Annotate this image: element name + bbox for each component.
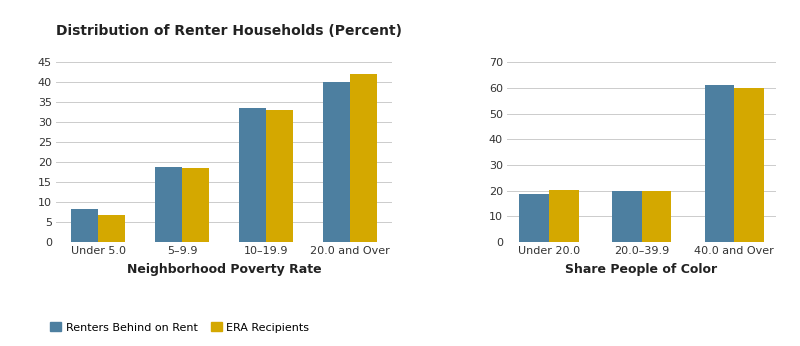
Bar <box>734 88 764 242</box>
Bar <box>323 82 350 242</box>
Bar <box>266 110 293 242</box>
Bar <box>549 190 578 242</box>
Bar <box>705 85 734 242</box>
Legend: Renters Behind on Rent, ERA Recipients: Renters Behind on Rent, ERA Recipients <box>46 318 314 337</box>
X-axis label: Share People of Color: Share People of Color <box>566 263 718 276</box>
Bar <box>239 108 266 242</box>
Bar <box>612 191 642 242</box>
Text: Distribution of Renter Households (Percent): Distribution of Renter Households (Perce… <box>56 24 402 38</box>
X-axis label: Neighborhood Poverty Rate: Neighborhood Poverty Rate <box>126 263 322 276</box>
Bar <box>182 168 209 242</box>
Bar <box>519 194 549 242</box>
Bar <box>642 191 671 242</box>
Bar <box>71 209 98 242</box>
Bar <box>155 167 182 242</box>
Bar <box>350 74 377 242</box>
Bar <box>98 215 125 242</box>
